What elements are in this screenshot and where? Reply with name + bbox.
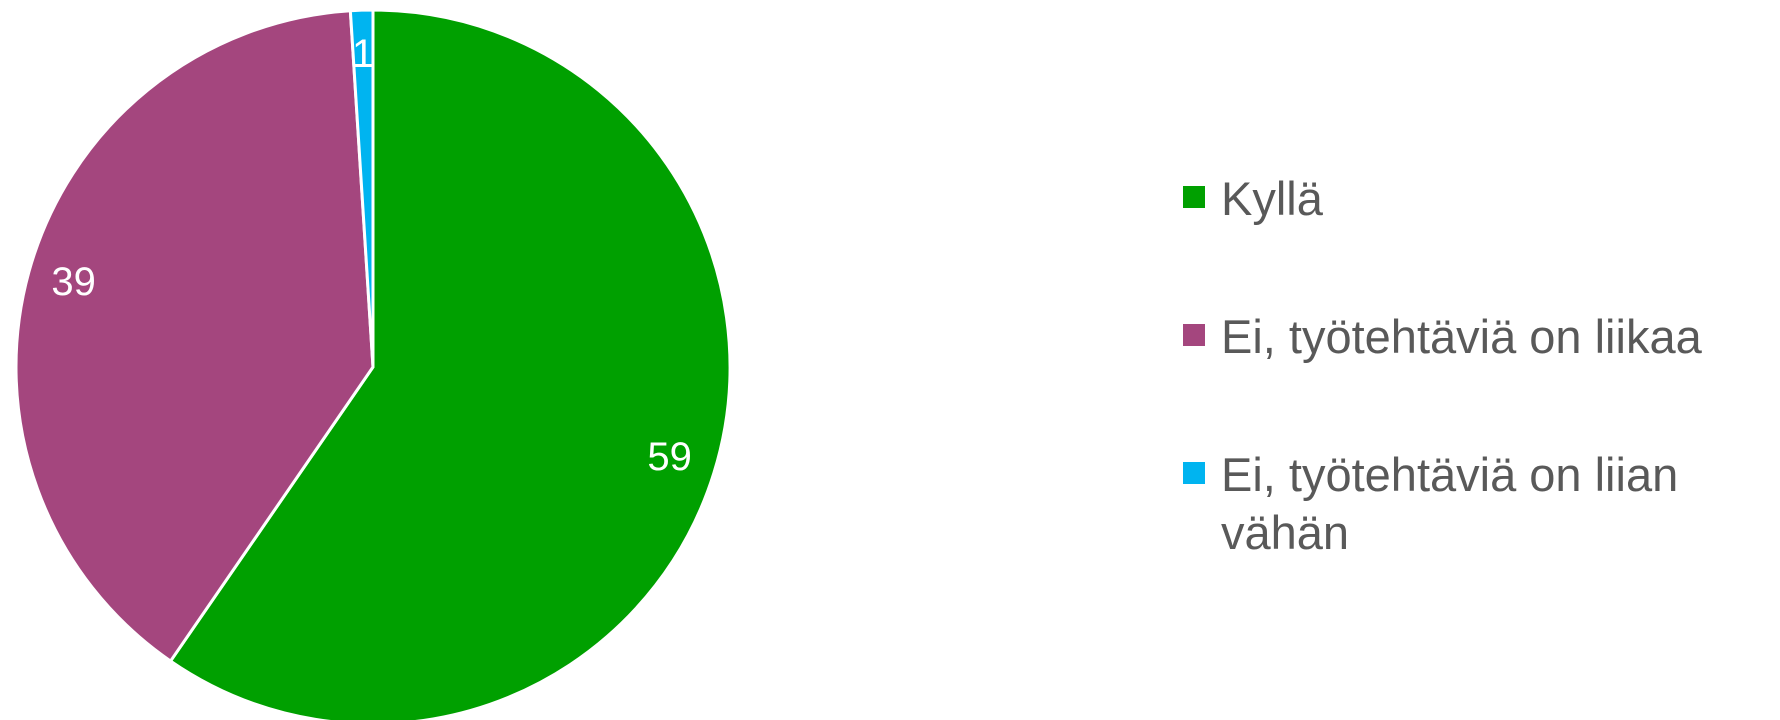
pie-slice [14,9,375,664]
legend: Kyllä Ei, työtehtäviä on liikaa Ei, työteh… [1183,170,1773,642]
data-label: 59 [647,435,692,479]
legend-swatch [1183,186,1205,208]
legend-item: Ei, työtehtäviä on liikaa [1183,308,1773,366]
legend-item: Ei, työtehtäviä on liian vähän [1183,446,1773,562]
pie-slice [168,8,732,720]
legend-swatch [1183,462,1205,484]
legend-item: Kyllä [1183,170,1773,228]
legend-label: Ei, työtehtäviä on liikaa [1221,310,1702,363]
data-label: 39 [51,260,96,304]
legend-label: Kyllä [1221,172,1323,225]
legend-swatch [1183,324,1205,346]
pie-slice [348,8,375,368]
data-label: 1 [352,32,374,76]
legend-label: Ei, työtehtäviä on liian vähän [1221,448,1679,559]
